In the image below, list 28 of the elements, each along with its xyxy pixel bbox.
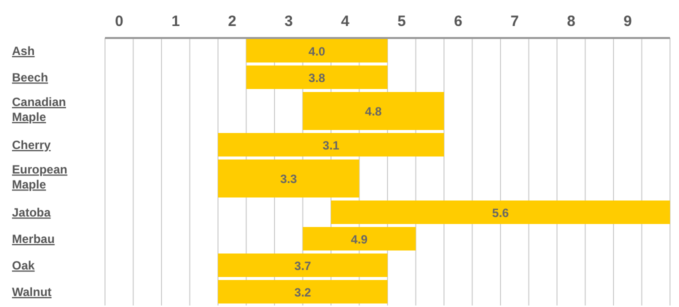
- y-tick-label: Cherry: [12, 138, 52, 152]
- x-tick-label: 7: [510, 13, 519, 30]
- x-tick-label: 0: [114, 13, 124, 30]
- y-tick-label: Canadian Maple: [12, 95, 66, 124]
- x-tick-label: 4: [340, 13, 350, 30]
- annotation: 4.8: [365, 104, 382, 118]
- y-tick-label: Ash: [12, 44, 35, 58]
- y-tick-label: Merbau: [12, 232, 55, 246]
- y-tick-label: Beech: [12, 70, 48, 84]
- y-tick-label: Oak: [12, 258, 36, 272]
- x-tick-label: 1: [171, 13, 180, 30]
- annotation: 3.2: [294, 285, 312, 300]
- x-tick-label: 9: [623, 13, 632, 30]
- x-tick-label: 5: [397, 13, 406, 30]
- x-tick-label: 3: [284, 13, 293, 30]
- annotation: 3.3: [280, 172, 298, 186]
- annotation: 3.1: [322, 138, 340, 152]
- annotation: 5.6: [492, 206, 510, 220]
- y-tick-label: European Maple: [12, 162, 68, 192]
- annotation: 3.7: [294, 258, 312, 273]
- x-tick-label: 8: [566, 13, 576, 30]
- x-tick-label: 6: [454, 13, 462, 30]
- y-tick-label: Jatoba: [12, 206, 52, 220]
- annotation: 3.8: [308, 70, 326, 85]
- annotation: 4.0: [308, 44, 326, 58]
- x-tick-label: 2: [228, 13, 236, 30]
- annotation: 4.9: [350, 232, 368, 246]
- y-tick-label: Walnut: [12, 285, 52, 299]
